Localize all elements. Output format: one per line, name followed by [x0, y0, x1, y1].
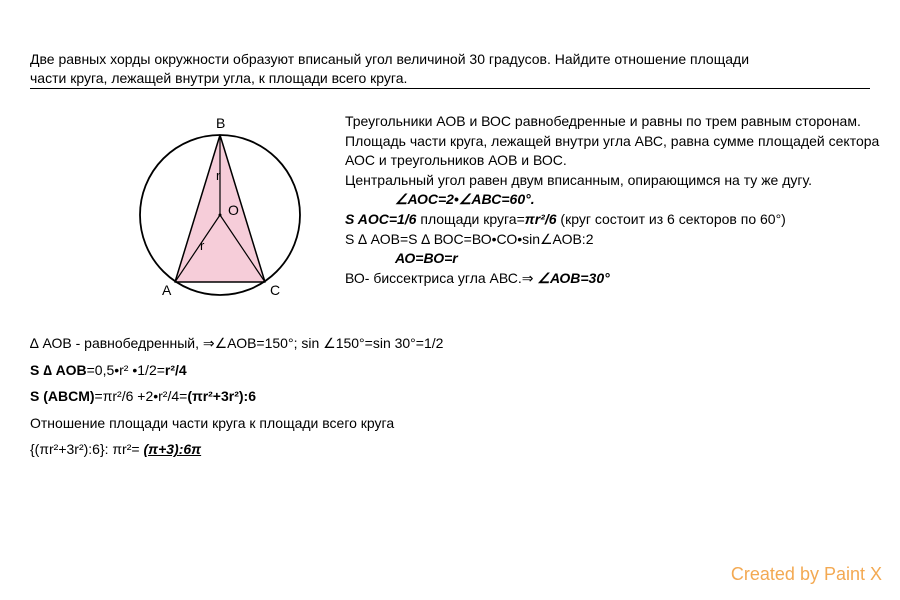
l5b: (π+3):6π: [143, 441, 201, 457]
l3b: =πr²/6 +2•r²/4=: [95, 388, 188, 404]
s-aoc-tail: (круг состоит из 6 секторов по 60°): [557, 211, 786, 227]
watermark: Created by Paint X: [731, 564, 882, 585]
problem-line2: части круга, лежащей внутри угла, к площ…: [30, 70, 407, 86]
s-aoc-b: S AOC=1/6: [345, 211, 416, 227]
svg-text:B: B: [216, 115, 225, 131]
eq-aoc: ∠АОС=2•∠АВС=60°.: [395, 191, 535, 207]
geometry-diagram: B A C Or r: [120, 110, 320, 310]
l2a: S ∆ АОВ: [30, 362, 87, 378]
s-aoc-mid: площади круга=: [416, 211, 524, 227]
l2c: r²/4: [165, 362, 187, 378]
svg-text:A: A: [162, 282, 172, 298]
solution-lines: ∆ АОВ - равнобедренный, ⇒∠АОВ=150°; sin …: [30, 330, 880, 463]
svg-text:r: r: [216, 168, 221, 183]
problem-statement: Две равных хорды окружности образуют впи…: [30, 50, 870, 88]
ao-bo: АО=ВО=r: [395, 250, 458, 266]
explain-p1: Треугольники АОВ и ВОС равнобедренные и …: [345, 112, 880, 132]
explain-p3: Центральный угол равен двум вписанным, о…: [345, 171, 880, 191]
l3a: S (ABCM): [30, 388, 95, 404]
svg-text:r: r: [200, 238, 205, 253]
l3c: (πr²+3r²):6: [187, 388, 256, 404]
svg-text:O: O: [228, 202, 239, 218]
explain-p2: Площадь части круга, лежащей внутри угла…: [345, 132, 880, 171]
l5a: {(πr²+3r²):6}: πr²=: [30, 441, 143, 457]
l1b: ∠АОВ=150°: [215, 335, 294, 351]
l4: Отношение площади части круга к площади …: [30, 410, 880, 437]
aob30: ∠АОВ=30°: [537, 270, 609, 286]
s-aoc-b2: πr²/6: [525, 211, 557, 227]
s-tri: S ∆ АОВ=S ∆ ВОС=ВО•СО•sin∠АОВ:2: [345, 230, 880, 250]
watermark-text: Created by Paint X: [731, 564, 882, 584]
bo-bis: ВО- биссектриса угла АВС.⇒: [345, 270, 537, 286]
problem-line1: Две равных хорды окружности образуют впи…: [30, 51, 749, 67]
svg-text:C: C: [270, 282, 280, 298]
l1a: ∆ АОВ - равнобедренный, ⇒: [30, 335, 215, 351]
divider: [30, 88, 870, 89]
l1c: ; sin ∠150°=sin 30°=1/2: [294, 335, 444, 351]
explanation-block: Треугольники АОВ и ВОС равнобедренные и …: [345, 112, 880, 288]
l2b: =0,5•r² •1/2=: [87, 362, 165, 378]
